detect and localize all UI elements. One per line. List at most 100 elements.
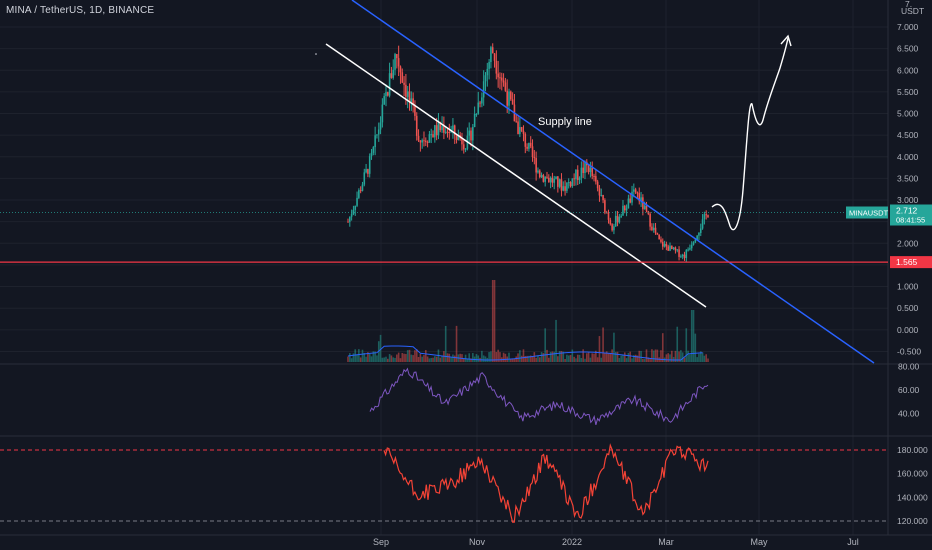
candle-body (548, 177, 550, 183)
volume-bar (576, 354, 579, 362)
candle-body (533, 157, 536, 159)
volume-bar (705, 354, 707, 362)
candle-body (661, 241, 664, 247)
volume-bar (689, 354, 691, 362)
volume-bar (528, 355, 530, 362)
candle-body (508, 91, 510, 106)
volume-bar (392, 357, 395, 362)
candle-body (354, 205, 357, 210)
candle-body (544, 176, 546, 182)
volume-bar (510, 358, 512, 362)
volume-bar (374, 351, 376, 362)
price-tick-label: 0.000 (897, 325, 919, 335)
price-tick-label: 3.000 (897, 195, 919, 205)
candle-body (687, 249, 689, 251)
candle-body (614, 215, 617, 227)
price-tick-label: 4.500 (897, 130, 919, 140)
volume-bar (358, 349, 360, 362)
volume-bar (540, 352, 543, 362)
candle-body (493, 53, 496, 61)
candle-body (540, 175, 543, 178)
cci-tick-label: 120.000 (897, 516, 928, 526)
candle-body (696, 235, 698, 240)
volume-bar (468, 353, 471, 362)
candle-body (399, 66, 402, 73)
candle-body (390, 73, 393, 78)
volume-bar (417, 356, 420, 362)
volume-bar (394, 357, 396, 362)
volume-bar (383, 357, 385, 362)
volume-bar (683, 357, 686, 362)
candle-body (560, 179, 563, 191)
volume-bar (401, 352, 404, 362)
volume-bar (499, 352, 501, 362)
candle-body (578, 177, 581, 181)
candle-body (699, 228, 702, 233)
candle-body (620, 215, 622, 217)
volume-bar (611, 349, 613, 362)
candle-body (562, 186, 565, 191)
candle-body (582, 167, 584, 174)
cci-line (383, 443, 709, 523)
anchor-dot (315, 53, 317, 55)
candle-body (584, 161, 586, 174)
volume-bar (585, 353, 588, 362)
volume-bar (386, 358, 389, 362)
candle-body (408, 91, 411, 102)
price-axis-top-label: 7. (905, 0, 912, 9)
volume-bar (396, 354, 398, 362)
candle-body (690, 244, 693, 249)
volume-bar (537, 355, 539, 362)
volume-bar (354, 349, 357, 362)
candle-body (510, 91, 512, 100)
candle-body (553, 178, 556, 183)
rsi-tick-label: 60.00 (898, 385, 920, 395)
candle-body (564, 186, 566, 191)
candle-body (490, 47, 492, 63)
candle-body (616, 215, 619, 223)
channel-line (325, 43, 707, 308)
candle-body (515, 121, 518, 123)
candle-body (347, 221, 349, 223)
candle-body (462, 144, 465, 150)
price-tick-label: 7.000 (897, 22, 919, 32)
candle-body (482, 81, 485, 98)
volume-bar (535, 357, 537, 362)
candle-body (385, 92, 387, 97)
volume-bar (508, 352, 510, 362)
price-tick-label: 6.500 (897, 44, 919, 54)
candle-body (350, 214, 353, 217)
volume-bar (629, 351, 632, 362)
volume-bar (667, 353, 670, 362)
volume-bar (352, 353, 355, 362)
candle-body (651, 226, 653, 231)
time-tick-label: Mar (658, 537, 674, 547)
volume-bar (448, 353, 451, 362)
volume-bar (569, 355, 572, 362)
volume-bar (587, 352, 590, 362)
volume-bar (698, 353, 700, 362)
candle-body (680, 256, 682, 258)
candle-body (656, 232, 659, 235)
candle-body (537, 170, 539, 173)
candle-body (622, 205, 624, 216)
volume-bar (614, 351, 617, 362)
candle-body (497, 73, 499, 78)
rsi-tick-label: 80.00 (898, 362, 920, 372)
volume-bar (361, 349, 364, 362)
candle-body (667, 246, 670, 251)
candle-body (571, 178, 574, 187)
candle-body (629, 198, 632, 203)
candle-body (689, 248, 691, 250)
candle-body (558, 179, 561, 187)
candle-body (479, 102, 481, 104)
candle-body (486, 68, 489, 76)
volume-bar (605, 351, 608, 362)
volume-bar (481, 350, 483, 362)
volume-bars (347, 280, 709, 362)
volume-ma-line (347, 345, 703, 361)
candle-body (674, 247, 677, 251)
candle-body (526, 146, 528, 149)
projection-path (711, 37, 789, 231)
